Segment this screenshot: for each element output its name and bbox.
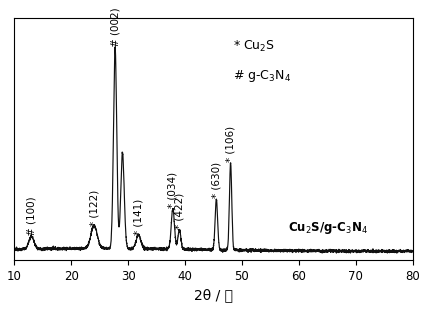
Text: * (106): * (106) <box>225 125 235 162</box>
X-axis label: 2θ / 度: 2θ / 度 <box>193 288 233 302</box>
Text: * (122): * (122) <box>89 189 99 226</box>
Text: * (141): * (141) <box>133 199 143 235</box>
Text: # (100): # (100) <box>26 196 36 236</box>
Text: # (002): # (002) <box>110 7 120 47</box>
Text: * (422): * (422) <box>174 193 184 229</box>
Text: * Cu$_2$S: * Cu$_2$S <box>233 39 275 54</box>
Text: # g-C$_3$N$_4$: # g-C$_3$N$_4$ <box>233 68 291 84</box>
Text: * (034): * (034) <box>167 172 178 209</box>
Text: Cu$_2$S/g-C$_3$N$_4$: Cu$_2$S/g-C$_3$N$_4$ <box>287 220 366 236</box>
Text: * (630): * (630) <box>211 162 221 198</box>
